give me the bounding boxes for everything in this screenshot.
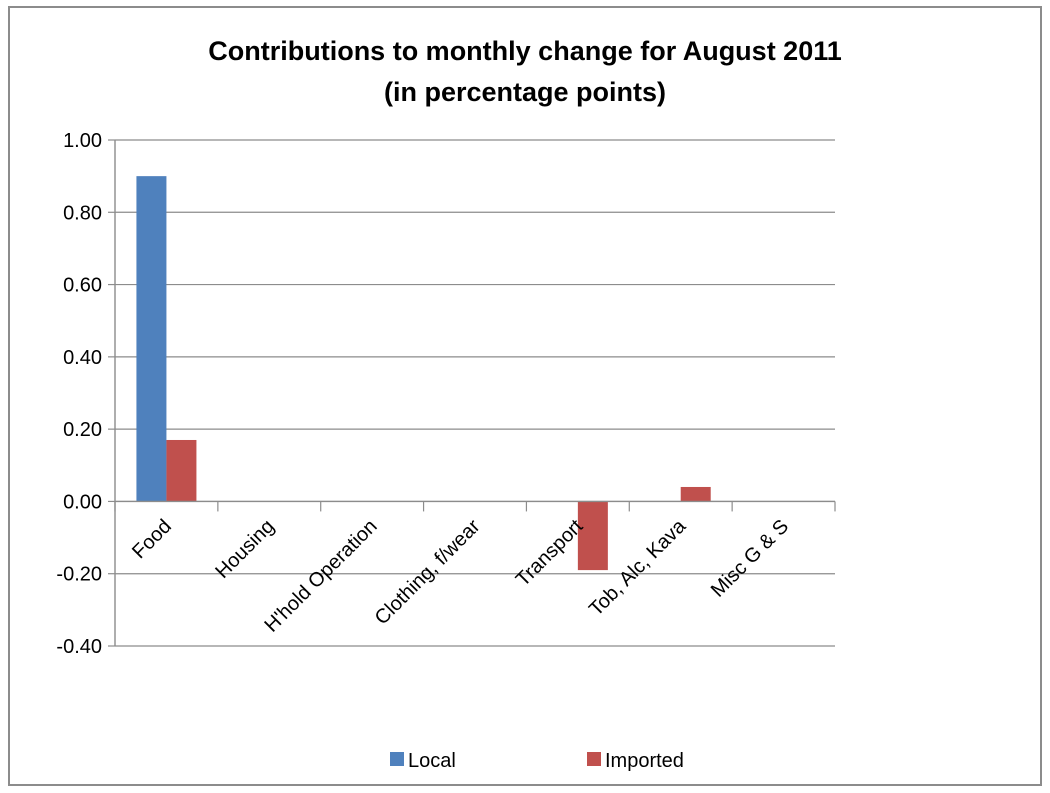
x-category-label: Clothing, f/wear	[371, 515, 485, 629]
x-category-label: Food	[128, 515, 176, 563]
legend-swatch-imported	[587, 752, 601, 766]
bar-imported-0	[166, 439, 197, 502]
legend-label-imported: Imported	[605, 750, 684, 772]
x-category-label: H'hold Operation	[260, 515, 381, 636]
bar-local-0	[136, 176, 167, 502]
chart-frame	[8, 6, 1042, 786]
y-tick-label: -0.40	[56, 636, 102, 658]
bar-imported-5	[680, 486, 711, 502]
y-tick-label: -0.20	[56, 564, 102, 586]
x-category-label: Misc G & S	[707, 515, 793, 601]
y-tick-label: 0.60	[63, 275, 102, 297]
y-tick-label: 0.00	[63, 491, 102, 513]
label-layer: 1.00 0.80 0.60 0.40 0.20 0.00 -0.20 -0.40 Food Ho…	[56, 130, 793, 658]
y-tick-label: 0.20	[63, 419, 102, 441]
y-tick-label: 0.80	[63, 202, 102, 224]
x-category-label: Transport	[512, 515, 588, 591]
chart-subtitle: (in percentage points)	[384, 77, 666, 107]
legend-swatch-local	[390, 752, 404, 766]
bar-imported-4	[577, 501, 608, 571]
legend: Local Imported	[390, 750, 684, 772]
y-tick-label: 1.00	[63, 130, 102, 152]
y-tick-label: 0.40	[63, 347, 102, 369]
chart-title: Contributions to monthly change for Augu…	[208, 36, 842, 66]
bar-layer	[136, 176, 711, 571]
axis-layer	[108, 139, 836, 647]
legend-label-local: Local	[408, 750, 456, 772]
x-category-label: Housing	[211, 515, 278, 582]
